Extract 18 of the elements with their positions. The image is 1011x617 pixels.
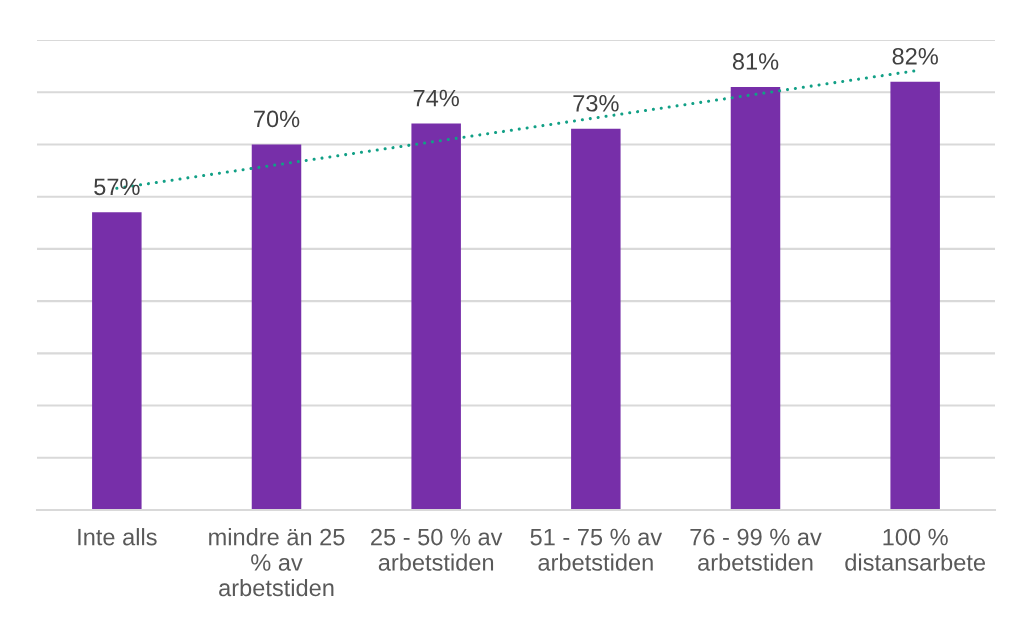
data-label: 57% <box>94 178 140 196</box>
bar <box>251 144 302 510</box>
x-tick-label: mindre än 25 % av arbetstiden <box>209 528 345 597</box>
bar <box>730 87 781 510</box>
data-label: 81% <box>732 53 779 70</box>
x-tick-label: Inte alls <box>78 528 157 546</box>
bar <box>411 123 461 510</box>
data-label: 74% <box>413 89 459 107</box>
x-tick-label: 25 - 50 % av arbetstiden <box>371 528 503 571</box>
data-label: 70% <box>254 110 300 128</box>
bar <box>92 212 142 510</box>
x-tick-label: 100 % distansarbete <box>845 528 985 571</box>
data-label: 73% <box>573 94 619 112</box>
bar <box>890 81 940 510</box>
x-tick-label: 51 - 75 % av arbetstiden <box>530 528 663 571</box>
x-tick-label: 76 - 99 % av arbetstiden <box>690 528 822 571</box>
bar <box>571 128 621 510</box>
data-label: 82% <box>892 47 938 65</box>
